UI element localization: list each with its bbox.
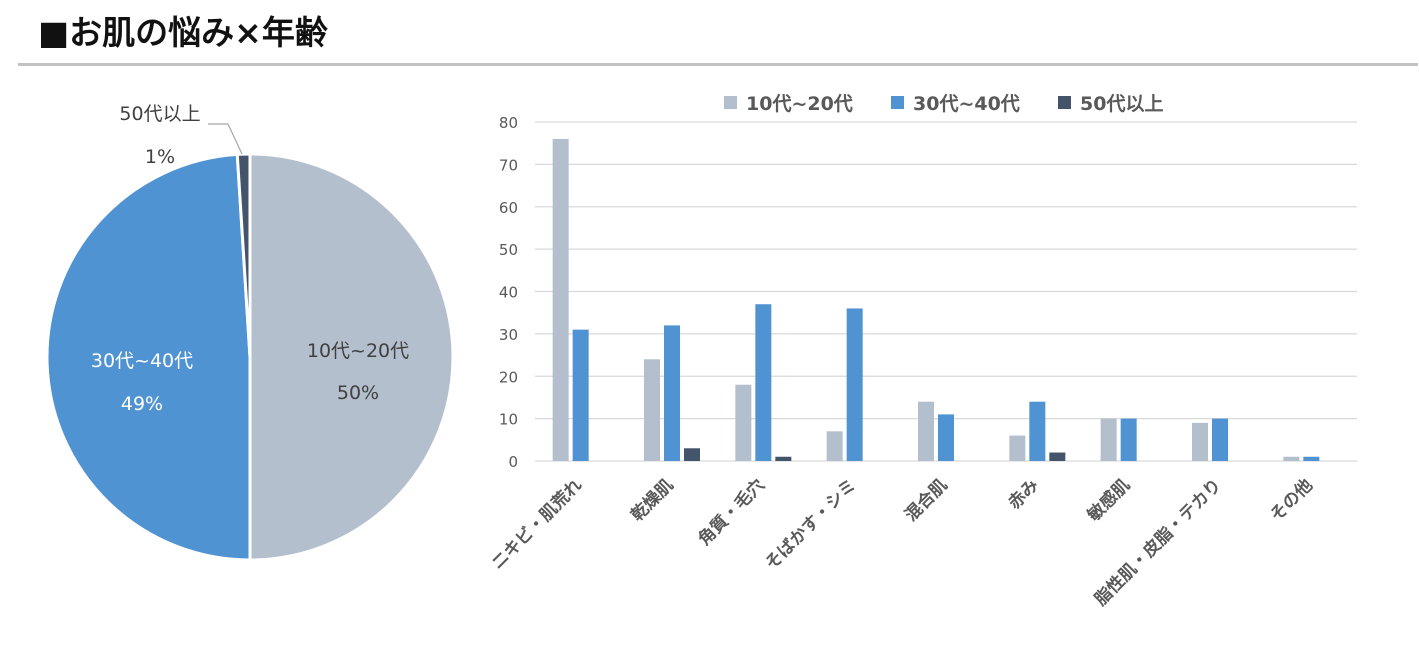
x-tick-label: 赤み: [1004, 475, 1043, 514]
y-tick-label: 40: [499, 284, 518, 302]
x-tick-label: ニキビ・肌荒れ: [487, 475, 586, 574]
legend-label-0: 10代~20代: [746, 93, 853, 115]
bar-2-2: [775, 456, 792, 461]
bar-1-2: [684, 448, 700, 461]
bar-5-2: [1049, 452, 1066, 461]
bar-4-0: [918, 401, 934, 461]
bar-2-0: [735, 384, 752, 461]
legend-label-1: 30代~40代: [913, 93, 1020, 115]
page-title: ■お肌の悩み×年齢: [38, 13, 328, 52]
bar-3-0: [826, 431, 843, 461]
bar-1-1: [664, 325, 680, 461]
pie-label-slice-2-percent: 1%: [145, 146, 175, 168]
legend-label-2: 50代以上: [1080, 93, 1163, 115]
pie-chart: 10代~20代 50% 30代~40代 49% 50代以上 1%: [45, 103, 455, 562]
x-tick-label: 敏感肌: [1083, 475, 1135, 527]
pie-label-slice-0-name: 10代~20代: [307, 340, 409, 362]
bar-5-0: [1009, 435, 1026, 461]
legend-swatch-1: [891, 96, 904, 109]
legend-swatch-2: [1058, 96, 1071, 109]
pie-slice-1: [45, 152, 252, 562]
bar-6-1: [1120, 418, 1137, 461]
y-tick-label: 60: [499, 199, 518, 217]
legend-swatch-0: [724, 96, 737, 109]
pie-label-slice-0-percent: 50%: [337, 382, 379, 404]
pie-label-slice-2-name: 50代以上: [119, 103, 200, 125]
bar-0-0: [552, 138, 569, 461]
y-tick-label: 30: [499, 326, 518, 344]
chart-legend: 10代~20代 30代~40代 50代以上: [724, 93, 1163, 115]
bar-8-1: [1303, 456, 1320, 461]
x-tick-label: その他: [1266, 475, 1317, 526]
bar-7-1: [1212, 418, 1228, 461]
bar-6-0: [1100, 418, 1117, 461]
title-divider: [18, 63, 1418, 66]
bar-3-1: [846, 308, 863, 461]
bar-5-1: [1029, 401, 1046, 461]
x-tick-label: そばかす・シミ: [762, 475, 861, 574]
bar-2-1: [755, 304, 772, 461]
y-tick-label: 10: [499, 411, 518, 429]
pie-label-slice-1-name: 30代~40代: [91, 350, 193, 372]
y-tick-label: 50: [499, 241, 518, 259]
bar-0-1: [572, 329, 589, 461]
y-tick-label: 70: [499, 156, 518, 174]
x-tick-label: 混合肌: [901, 475, 952, 526]
bar-8-0: [1283, 456, 1300, 461]
bar-1-0: [644, 359, 660, 461]
y-tick-label: 0: [508, 453, 518, 471]
pie-slice-2: [235, 152, 252, 358]
y-tick-label: 20: [499, 368, 518, 386]
pie-leader-line: [227, 123, 243, 155]
x-tick-label: 乾燥肌: [627, 475, 678, 526]
bar-4-1: [938, 414, 954, 461]
y-tick-label: 80: [499, 114, 518, 132]
bar-7-0: [1192, 422, 1208, 461]
pie-label-slice-1-percent: 49%: [121, 393, 163, 415]
pie-slice-0: [248, 152, 455, 562]
x-tick-label: 角質・毛穴: [694, 475, 769, 550]
